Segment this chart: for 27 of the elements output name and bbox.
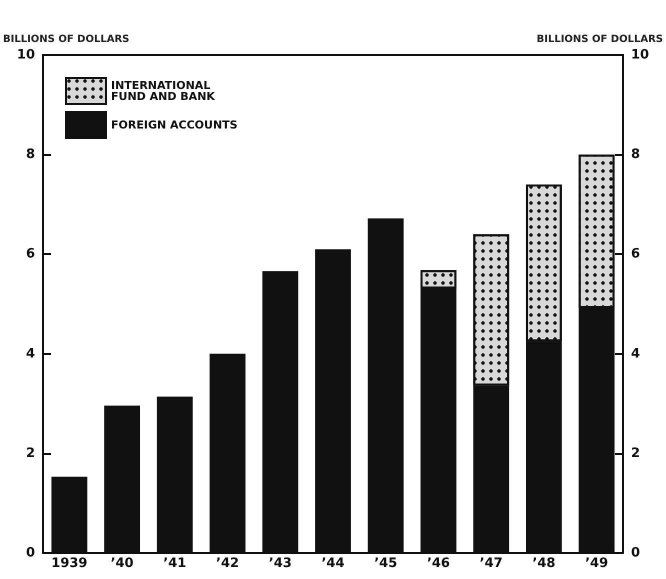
legend-label: FOREIGN ACCOUNTS [111,118,238,132]
x-tick-label: ’40 [110,556,134,571]
x-tick-label: ’46 [426,556,450,571]
y-tick-label: 2 [26,446,35,461]
x-tick-label: ’47 [480,556,503,571]
x-tick-label: ’41 [163,556,186,571]
x-tick-label: ’49 [585,556,608,571]
y2-tick-label: 2 [631,446,640,461]
x-tick-label: ’42 [216,556,240,571]
y-tick-label: 0 [26,546,35,560]
y-axis-title: BILLIONS OF DOLLARS [3,34,130,45]
x-tick-label: ’48 [532,556,556,571]
x-tick-label: ’45 [374,556,398,571]
y-tick-label: 10 [16,48,35,62]
y2-axis-title: BILLIONS OF DOLLARS [536,34,663,45]
y2-tick-label: 10 [631,48,650,62]
x-tick-label: ’44 [321,556,345,571]
y-tick-label: 8 [26,147,35,162]
x-tick-label: 1939 [51,556,88,571]
y-tick-label: 4 [26,346,35,362]
x-tick-label: ’43 [268,556,292,571]
y2-tick-label: 4 [631,346,640,362]
legend-label: INTERNATIONAL FUND AND BANK [111,79,216,103]
y2-tick-label: 0 [631,546,640,560]
y-tick-label: 6 [26,246,35,262]
y2-tick-label: 8 [631,147,640,162]
y2-tick-label: 6 [631,246,640,262]
